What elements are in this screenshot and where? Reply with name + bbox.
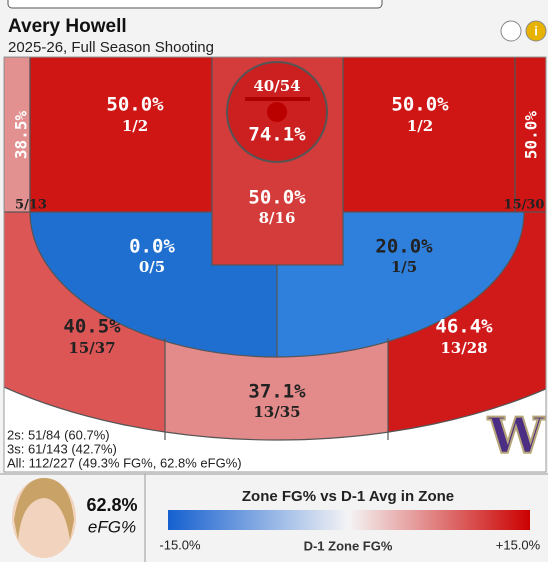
stat-line: 2s: 51/84 (60.7%) (7, 427, 110, 442)
zone-shots: 15/37 (68, 339, 115, 357)
zone-shots: 1/2 (122, 117, 148, 135)
zone-pct: 40.5% (63, 316, 121, 338)
zone-pct: 38.5% (12, 111, 31, 160)
basket (267, 102, 287, 122)
zone-shots: 13/35 (253, 403, 300, 421)
stat-line: 3s: 61/143 (42.7%) (7, 441, 117, 456)
zone-pct: 0.0% (129, 236, 175, 258)
zone-pct: 50.0% (106, 94, 164, 116)
stat-line: All: 112/227 (49.3% FG%, 62.8% eFG%) (7, 455, 242, 470)
zone-pct: 20.0% (375, 236, 433, 258)
zone-shots: 1/2 (407, 117, 433, 135)
zone-left-upper-mid (29, 57, 213, 213)
subtitle: 2025-26, Full Season Shooting (8, 39, 214, 56)
player-hair (14, 478, 74, 540)
colorbar (168, 510, 530, 530)
zone-pct: 46.4% (435, 316, 493, 338)
info-button[interactable] (525, 20, 547, 42)
zone-shots: 15/30 (504, 198, 545, 213)
court-border (3, 56, 547, 473)
zone-shots: 40/54 (253, 77, 300, 95)
colorbar-center: D-1 Zone FG% (304, 538, 393, 553)
search-box[interactable] (7, 0, 383, 9)
zone-right-upper-mid (342, 57, 516, 213)
court (4, 57, 546, 441)
zone-right-corner (514, 57, 546, 213)
zone-shots: 13/28 (440, 339, 487, 357)
toggle-button[interactable] (500, 20, 522, 42)
team-logo: W (487, 406, 545, 465)
info-icon: i (534, 23, 538, 38)
colorbar-title: Zone FG% vs D-1 Avg in Zone (242, 488, 454, 505)
efg-value: 62.8% (86, 495, 137, 515)
zone-pct: 37.1% (248, 381, 306, 403)
colorbar-max: +15.0% (496, 537, 541, 552)
zone-shots: 5/13 (15, 198, 47, 213)
zone-pct: 74.1% (248, 124, 306, 146)
efg-label: eFG% (88, 517, 136, 536)
player-name: Avery Howell (8, 16, 127, 37)
zone-pct: 50.0% (522, 111, 541, 160)
zone-pct: 50.0% (248, 187, 306, 209)
zone-shots: 0/5 (139, 258, 165, 276)
zone-shots: 8/16 (259, 209, 296, 227)
zone-shots: 1/5 (391, 258, 417, 276)
colorbar-min: -15.0% (159, 537, 201, 552)
zone-pct: 50.0% (391, 94, 449, 116)
